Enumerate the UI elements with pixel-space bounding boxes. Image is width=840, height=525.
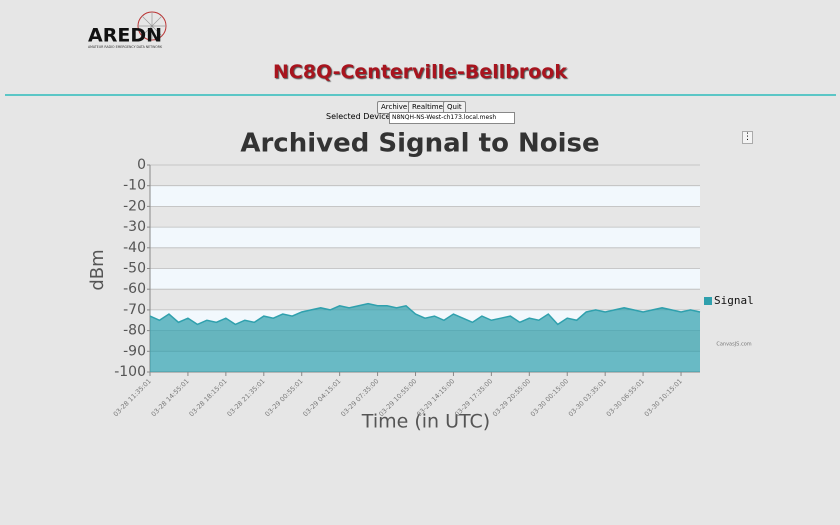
y-tick-label: -90 xyxy=(123,343,146,359)
band xyxy=(150,309,700,331)
legend-swatch xyxy=(704,297,712,305)
y-axis-title: dBm xyxy=(87,249,108,290)
x-tick-label: 03-29 10:55:00 xyxy=(377,377,418,418)
y-tick-label: -70 xyxy=(123,302,146,318)
x-tick-label: 03-29 07:35:00 xyxy=(339,377,380,418)
device-label: Selected Device: xyxy=(326,112,394,121)
line xyxy=(149,302,701,326)
area xyxy=(150,303,700,372)
credit: CanvasJS.com xyxy=(716,342,751,348)
y-tick-label: -100 xyxy=(114,364,146,380)
y-tick-label: -10 xyxy=(123,178,146,194)
x-tick-label: 03-28 11:35:01 xyxy=(112,377,153,418)
logo-subtitle: AMATEUR RADIO EMERGENCY DATA NETWORK xyxy=(88,45,163,49)
band xyxy=(150,227,700,248)
x-tick-label: 03-28 18:15:01 xyxy=(188,377,229,418)
device-select[interactable]: N8NQH-NS-West-ch173.local.mesh xyxy=(389,112,515,124)
x-tick-label: 03-29 14:15:00 xyxy=(415,377,456,418)
x-tick-label: 03-29 20:55:00 xyxy=(491,377,532,418)
x-tick-label: 03-29 17:35:00 xyxy=(453,377,494,418)
y-tick-label: -60 xyxy=(123,281,146,297)
x-tick-label: 03-28 21:35:01 xyxy=(225,377,266,418)
chart-title: Archived Signal to Noise xyxy=(240,129,599,159)
x-tick-label: 03-29 04:15:01 xyxy=(301,377,342,418)
y-tick-label: -30 xyxy=(123,219,146,235)
x-tick-label: 03-29 00:55:01 xyxy=(263,377,304,418)
legend-label: Signal xyxy=(714,294,754,307)
x-tick-label: 03-30 10:15:01 xyxy=(643,377,684,418)
x-tick-label: 03-28 14:55:01 xyxy=(150,377,191,418)
y-tick-label: -50 xyxy=(123,261,146,277)
chart-menu[interactable]: ⋮ xyxy=(742,131,753,144)
logo-mesh xyxy=(138,12,166,40)
y-tick-label: 0 xyxy=(137,157,146,173)
x-tick-label: 03-30 00:15:00 xyxy=(529,377,570,418)
divider xyxy=(5,94,836,96)
logo-title: AREDN xyxy=(88,25,162,47)
y-tick-label: -40 xyxy=(123,240,146,256)
x-axis-title: Time (in UTC) xyxy=(361,411,490,433)
header-title: NC8Q-Centerville-Bellbrook xyxy=(273,61,567,83)
y-tick-label: -80 xyxy=(123,323,146,339)
band xyxy=(150,351,700,372)
y-tick-label: -20 xyxy=(123,198,146,214)
band xyxy=(150,185,700,207)
logo: AREDN AMATEUR RADIO EMERGENCY DATA NETWO… xyxy=(88,11,167,49)
band xyxy=(150,268,700,290)
x-tick-label: 03-30 03:35:01 xyxy=(567,377,608,418)
x-tick-label: 03-30 06:55:01 xyxy=(605,377,646,418)
